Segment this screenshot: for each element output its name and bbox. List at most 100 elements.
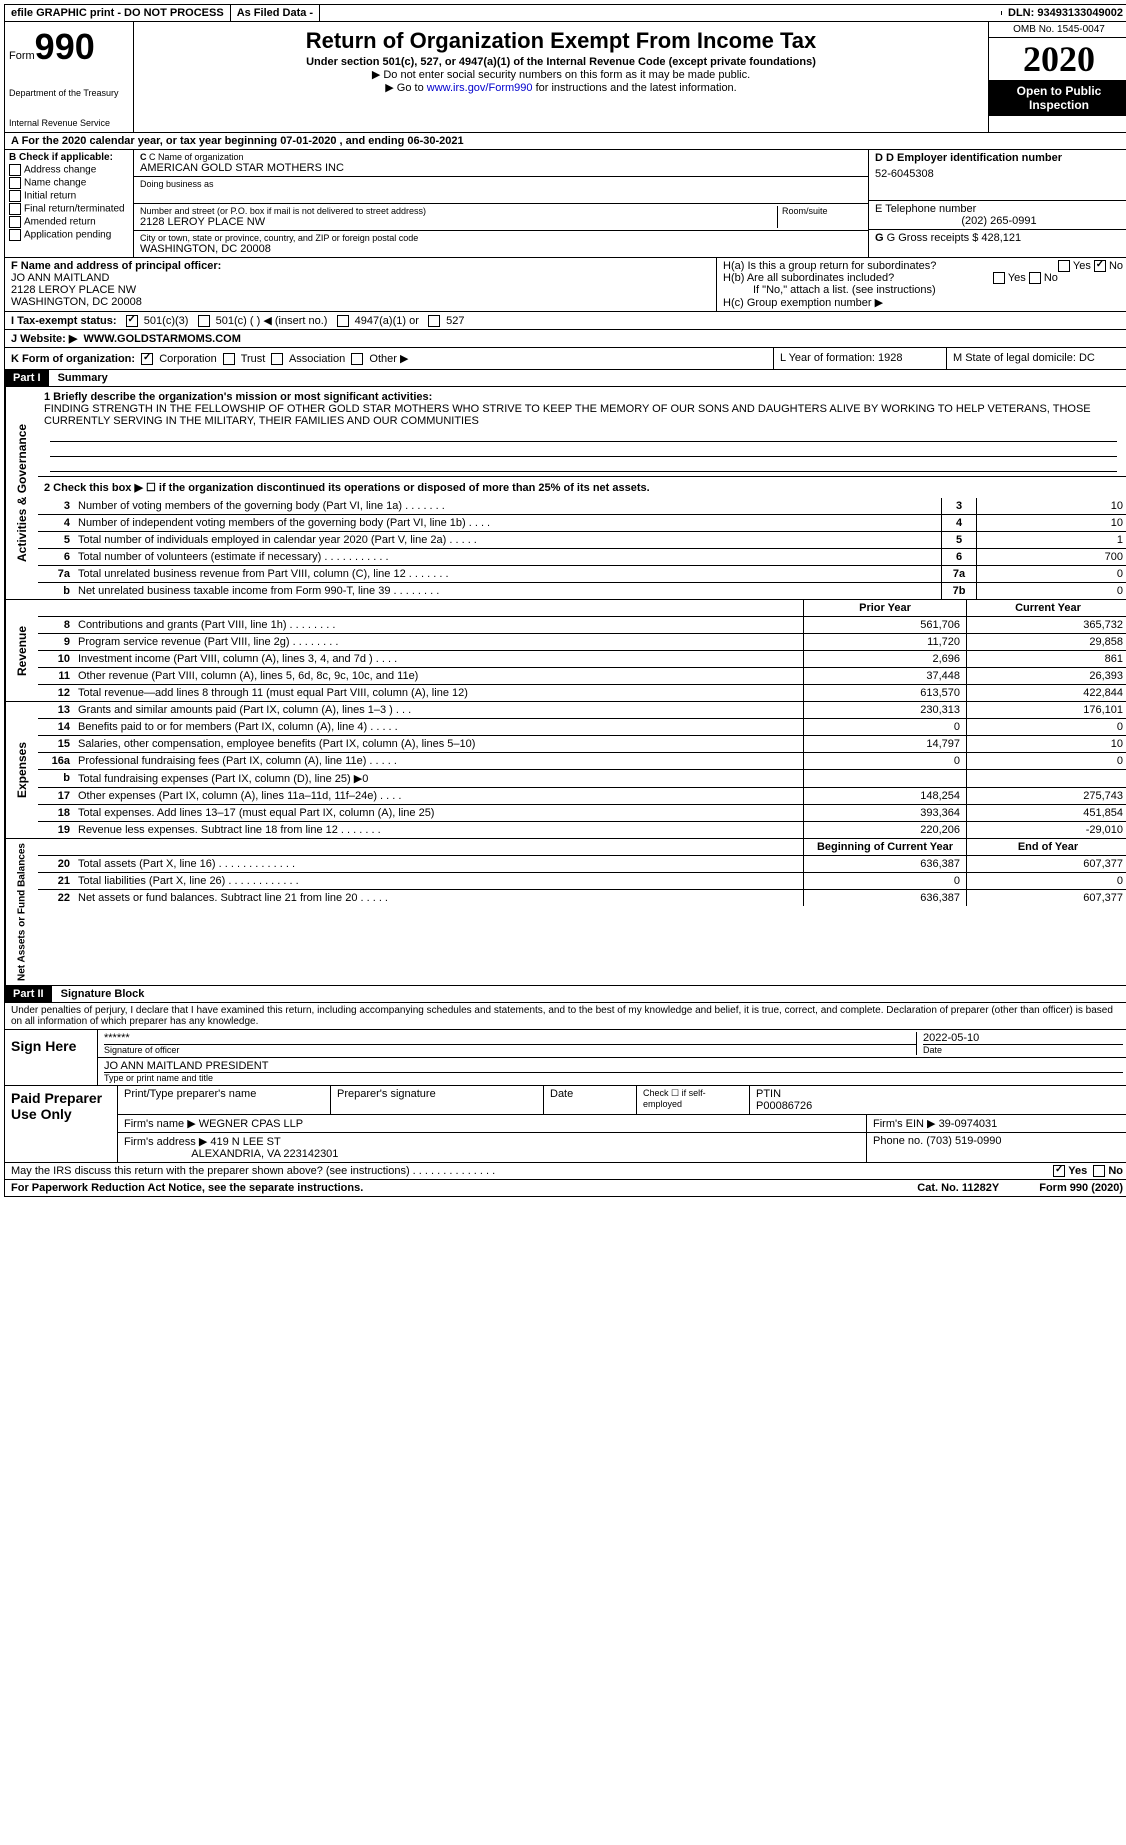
cb-discuss-no[interactable] <box>1093 1165 1105 1177</box>
vlabel-net: Net Assets or Fund Balances <box>5 839 38 985</box>
d-label: D D Employer identification number <box>875 152 1123 164</box>
cb-501c3[interactable]: ✓ <box>126 315 138 327</box>
cb-pending[interactable] <box>9 229 21 241</box>
hb-note: If "No," attach a list. (see instruction… <box>723 284 1123 296</box>
line-a: A For the 2020 calendar year, or tax yea… <box>4 133 1126 150</box>
summary-row: 10Investment income (Part VIII, column (… <box>38 651 1126 668</box>
state-domicile: M State of legal domicile: DC <box>947 348 1126 369</box>
sign-here-label: Sign Here <box>5 1030 98 1085</box>
subtitle-1: Under section 501(c), 527, or 4947(a)(1)… <box>142 56 980 68</box>
vlabel-ag: Activities & Governance <box>5 387 38 599</box>
g-gross: G G Gross receipts $ 428,121 <box>875 232 1123 244</box>
cb-trust[interactable] <box>223 353 235 365</box>
org-name: AMERICAN GOLD STAR MOTHERS INC <box>140 162 862 174</box>
perjury-declaration: Under penalties of perjury, I declare th… <box>5 1003 1126 1029</box>
addr-label: Number and street (or P.O. box if mail i… <box>140 206 777 216</box>
activities-governance: Activities & Governance 1 Briefly descri… <box>4 387 1126 600</box>
line-j: J Website: ▶ WWW.GOLDSTARMOMS.COM <box>4 330 1126 348</box>
dba-label: Doing business as <box>140 179 862 189</box>
cat-no: Cat. No. 11282Y <box>917 1182 999 1194</box>
cb-discuss-yes[interactable]: ✓ <box>1053 1165 1065 1177</box>
sig-stars: ****** <box>104 1032 916 1044</box>
summary-row: 4Number of independent voting members of… <box>38 515 1126 532</box>
tax-year: 2020 <box>989 38 1126 80</box>
end-year-header: End of Year <box>966 839 1126 855</box>
summary-row: 20Total assets (Part X, line 16) . . . .… <box>38 856 1126 873</box>
firm-addr2: ALEXANDRIA, VA 223142301 <box>191 1148 338 1160</box>
as-filed: As Filed Data - <box>231 5 320 21</box>
summary-row: 14Benefits paid to or for members (Part … <box>38 719 1126 736</box>
subtitle-2: ▶ Do not enter social security numbers o… <box>142 68 980 81</box>
firm-addr1: 419 N LEE ST <box>210 1136 280 1148</box>
website: WWW.GOLDSTARMOMS.COM <box>83 333 240 345</box>
irs-link[interactable]: www.irs.gov/Form990 <box>427 82 533 94</box>
cb-initial[interactable] <box>9 190 21 202</box>
cb-527[interactable] <box>428 315 440 327</box>
c-label: C C Name of organization <box>140 152 862 162</box>
summary-row: 5Total number of individuals employed in… <box>38 532 1126 549</box>
cb-final[interactable] <box>9 203 21 215</box>
firm-ein: 39-0974031 <box>939 1118 998 1130</box>
line-k: K Form of organization: ✓ Corporation Tr… <box>4 348 1126 370</box>
footer: For Paperwork Reduction Act Notice, see … <box>4 1180 1126 1197</box>
form-header: Form990 Department of the Treasury Inter… <box>4 22 1126 133</box>
form-number: 990 <box>35 26 95 67</box>
room-label: Room/suite <box>782 206 862 216</box>
signature-block: Under penalties of perjury, I declare th… <box>4 1003 1126 1180</box>
firm-phone: (703) 519-0990 <box>926 1135 1001 1147</box>
cb-address[interactable] <box>9 164 21 176</box>
cb-amended[interactable] <box>9 216 21 228</box>
summary-row: 18Total expenses. Add lines 13–17 (must … <box>38 805 1126 822</box>
open-inspection: Open to Public Inspection <box>989 80 1126 116</box>
mission-text: FINDING STRENGTH IN THE FELLOWSHIP OF OT… <box>44 403 1123 427</box>
sig-officer-label: Signature of officer <box>104 1044 916 1055</box>
expenses-section: Expenses 13Grants and similar amounts pa… <box>4 702 1126 839</box>
dln: DLN: 93493133049002 <box>1002 5 1126 21</box>
part2-title: Signature Block <box>55 986 151 1002</box>
paperwork-notice: For Paperwork Reduction Act Notice, see … <box>11 1182 363 1194</box>
dept-irs: Internal Revenue Service <box>9 118 129 128</box>
summary-row: 19Revenue less expenses. Subtract line 1… <box>38 822 1126 838</box>
form-label: Form <box>9 50 35 62</box>
summary-row: 8Contributions and grants (Part VIII, li… <box>38 617 1126 634</box>
part1-title: Summary <box>52 370 114 386</box>
omb-number: OMB No. 1545-0047 <box>989 22 1126 38</box>
summary-row: 15Salaries, other compensation, employee… <box>38 736 1126 753</box>
officer-name: JO ANN MAITLAND <box>11 272 710 284</box>
officer-addr2: WASHINGTON, DC 20008 <box>11 296 710 308</box>
firm-name: WEGNER CPAS LLP <box>199 1118 303 1130</box>
part2-label: Part II <box>5 986 52 1002</box>
begin-year-header: Beginning of Current Year <box>803 839 966 855</box>
summary-row: 9Program service revenue (Part VIII, lin… <box>38 634 1126 651</box>
type-name-label: Type or print name and title <box>104 1072 1123 1083</box>
discuss-line: May the IRS discuss this return with the… <box>5 1162 1126 1179</box>
section-fh: F Name and address of principal officer:… <box>4 258 1126 312</box>
cb-assoc[interactable] <box>271 353 283 365</box>
line-i: I Tax-exempt status: ✓ 501(c)(3) 501(c) … <box>4 312 1126 330</box>
summary-row: 13Grants and similar amounts paid (Part … <box>38 702 1126 719</box>
section-b: B Check if applicable: Address change Na… <box>4 150 1126 258</box>
form-ref: Form 990 (2020) <box>1039 1182 1123 1194</box>
cb-name[interactable] <box>9 177 21 189</box>
summary-row: 7aTotal unrelated business revenue from … <box>38 566 1126 583</box>
summary-row: 21Total liabilities (Part X, line 26) . … <box>38 873 1126 890</box>
city-label: City or town, state or province, country… <box>140 233 862 243</box>
cb-501c[interactable] <box>198 315 210 327</box>
phone: (202) 265-0991 <box>875 215 1123 227</box>
top-bar: efile GRAPHIC print - DO NOT PROCESS As … <box>4 4 1126 22</box>
street-address: 2128 LEROY PLACE NW <box>140 216 777 228</box>
ein: 52-6045308 <box>875 168 1123 180</box>
cb-4947[interactable] <box>337 315 349 327</box>
sig-date: 2022-05-10 <box>923 1032 1123 1044</box>
vlabel-exp: Expenses <box>5 702 38 838</box>
hc-line: H(c) Group exemption number ▶ <box>723 296 1123 309</box>
cb-corp[interactable]: ✓ <box>141 353 153 365</box>
dept-treasury: Department of the Treasury <box>9 88 129 98</box>
cb-other[interactable] <box>351 353 363 365</box>
f-label: F Name and address of principal officer: <box>11 260 710 272</box>
summary-row: bNet unrelated business taxable income f… <box>38 583 1126 599</box>
summary-row: 16aProfessional fundraising fees (Part I… <box>38 753 1126 770</box>
summary-row: 22Net assets or fund balances. Subtract … <box>38 890 1126 906</box>
net-assets-section: Net Assets or Fund Balances Beginning of… <box>4 839 1126 986</box>
prior-year-header: Prior Year <box>803 600 966 616</box>
